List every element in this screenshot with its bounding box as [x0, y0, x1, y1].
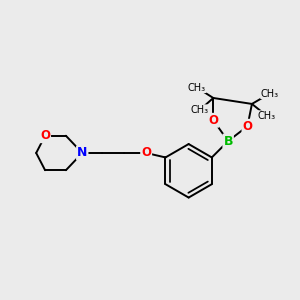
Text: B: B: [224, 135, 233, 148]
Text: CH₃: CH₃: [191, 105, 209, 115]
Text: O: O: [141, 146, 151, 160]
Text: O: O: [208, 114, 218, 127]
Text: CH₃: CH₃: [261, 88, 279, 98]
Text: O: O: [242, 120, 253, 133]
Text: CH₃: CH₃: [258, 111, 276, 121]
Text: O: O: [40, 129, 50, 142]
Text: CH₃: CH₃: [188, 82, 206, 93]
Text: N: N: [77, 146, 87, 160]
